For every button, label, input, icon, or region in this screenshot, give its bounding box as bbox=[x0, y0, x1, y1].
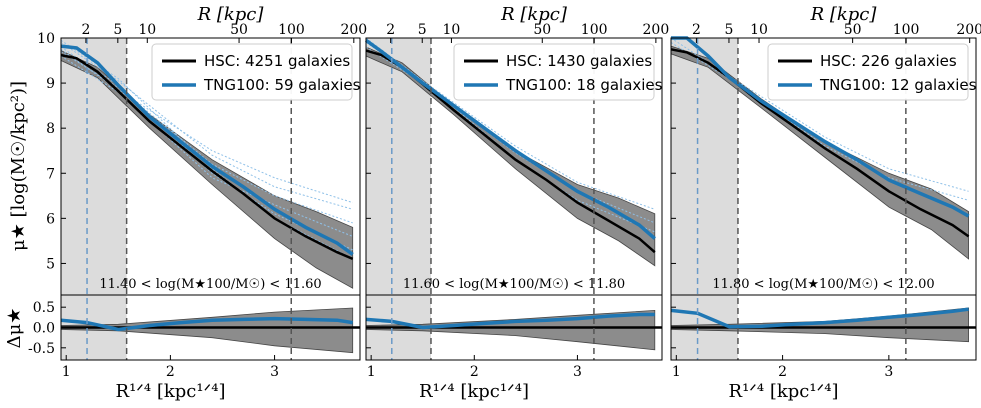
y-tick-label: 5 bbox=[46, 256, 55, 272]
top-tick-label: 5 bbox=[724, 22, 733, 38]
top-tick-label: 2 bbox=[692, 22, 701, 38]
hsc-median-line bbox=[670, 48, 970, 238]
x-axis-title: R¹ᐟ⁴ [kpc¹ᐟ⁴] bbox=[729, 381, 839, 402]
top-tick-label: 10 bbox=[138, 22, 156, 38]
top-axis-title: R [kpc] bbox=[197, 4, 265, 25]
top-tick-label: 100 bbox=[581, 22, 608, 38]
tng-individual-profile bbox=[365, 46, 655, 224]
top-tick-label: 200 bbox=[340, 22, 367, 38]
x-tick-label: 1 bbox=[62, 364, 71, 380]
tng-median-line bbox=[60, 44, 354, 256]
tng-individual-profile bbox=[60, 55, 353, 237]
hsc-median-line bbox=[60, 53, 354, 261]
tng-median-line bbox=[364, 38, 656, 240]
top-axis-title: R [kpc] bbox=[810, 4, 878, 25]
y-tick-label-residual: 0.5 bbox=[33, 300, 55, 316]
delta-tng-line bbox=[365, 312, 655, 330]
x-tick-label: 3 bbox=[884, 364, 893, 380]
top-tick-label: 100 bbox=[893, 22, 920, 38]
x-tick-label: 1 bbox=[367, 364, 376, 380]
legend-label-tng: TNG100: 18 galaxies bbox=[505, 76, 663, 94]
x-tick-label: 2 bbox=[470, 364, 479, 380]
y-tick-label: 7 bbox=[46, 166, 55, 182]
y-tick-label: 10 bbox=[37, 31, 55, 47]
x-tick-label: 3 bbox=[270, 364, 279, 380]
y-tick-label: 9 bbox=[46, 76, 55, 92]
tng-median-line bbox=[671, 36, 970, 218]
legend-label-hsc: HSC: 1430 galaxies bbox=[506, 52, 652, 70]
y-tick-label-residual: 0.0 bbox=[33, 321, 55, 337]
tng-individual-profile bbox=[60, 48, 353, 204]
mass-range-label: 11.80 < log(M★100/M☉) < 12.00 bbox=[712, 277, 934, 292]
inner-region-shade bbox=[366, 38, 431, 295]
y-tick-label-residual: -0.5 bbox=[28, 341, 55, 357]
x-axis-title: R¹ᐟ⁴ [kpc¹ᐟ⁴] bbox=[419, 381, 529, 402]
top-tick-label: 10 bbox=[443, 22, 461, 38]
tng-individual-profile bbox=[670, 42, 969, 201]
top-tick-label: 5 bbox=[113, 22, 122, 38]
top-tick-label: 2 bbox=[81, 22, 90, 38]
x-axis-title: R¹ᐟ⁴ [kpc¹ᐟ⁴] bbox=[116, 381, 226, 402]
x-tick-label: 3 bbox=[573, 364, 582, 380]
legend-label-hsc: HSC: 4251 galaxies bbox=[204, 52, 350, 70]
y-tick-label: 8 bbox=[46, 121, 55, 137]
top-tick-label: 50 bbox=[844, 22, 862, 38]
delta-tng-line bbox=[60, 316, 353, 332]
hsc-scatter-band bbox=[60, 49, 354, 289]
legend-label-tng: TNG100: 12 galaxies bbox=[819, 76, 977, 94]
legend-box bbox=[453, 43, 655, 101]
y-axis-title-residual: Δμ★ bbox=[4, 308, 25, 349]
legend-label-tng: TNG100: 59 galaxies bbox=[203, 76, 361, 94]
y-axis-title: μ★ [log(M☉/kpc²)] bbox=[8, 81, 29, 251]
top-tick-label: 50 bbox=[230, 22, 248, 38]
top-tick-label: 10 bbox=[750, 22, 768, 38]
top-axis-title: R [kpc] bbox=[500, 4, 568, 25]
top-tick-label: 5 bbox=[418, 22, 427, 38]
delta-tng-line bbox=[670, 307, 969, 329]
legend-label-hsc: HSC: 226 galaxies bbox=[820, 52, 957, 70]
y-tick-label: 6 bbox=[46, 211, 55, 227]
x-tick-label: 2 bbox=[166, 364, 175, 380]
top-tick-label: 200 bbox=[643, 22, 670, 38]
inner-region-shade bbox=[61, 38, 127, 295]
top-tick-label: 100 bbox=[278, 22, 305, 38]
mass-range-label: 11.60 < log(M★100/M☉) < 11.80 bbox=[403, 277, 625, 292]
legend-box bbox=[151, 43, 353, 101]
x-tick-label: 1 bbox=[672, 364, 681, 380]
x-tick-label: 2 bbox=[778, 364, 787, 380]
tng-individual-profile bbox=[60, 51, 353, 224]
tng-individual-profile bbox=[60, 42, 353, 210]
mass-range-label: 11.40 < log(M★100/M☉) < 11.60 bbox=[99, 277, 321, 292]
top-tick-label: 50 bbox=[533, 22, 551, 38]
legend-box bbox=[767, 43, 969, 101]
top-tick-label: 200 bbox=[956, 22, 981, 38]
delta-scatter-band bbox=[365, 309, 656, 351]
top-tick-label: 2 bbox=[386, 22, 395, 38]
